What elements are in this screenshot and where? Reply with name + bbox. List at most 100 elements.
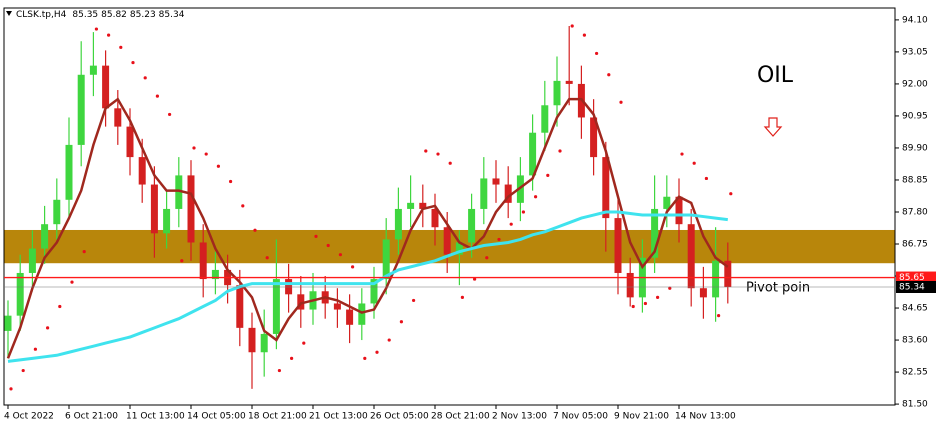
sar-dot <box>143 76 147 80</box>
candle-body <box>382 239 390 280</box>
y-tick-label: 87.80 <box>902 207 928 217</box>
candle-body <box>394 208 402 240</box>
x-tick-label: 7 Nov 05:00 <box>553 412 608 422</box>
candle-body <box>687 224 695 289</box>
header-value: 85.34 <box>159 10 185 20</box>
plot-frame <box>3 7 896 406</box>
sar-dot <box>314 234 318 238</box>
sar-dot <box>717 314 721 318</box>
candle-body <box>77 74 85 145</box>
y-tick-label: 83.60 <box>902 336 928 346</box>
sar-dot <box>58 304 62 309</box>
candle-body <box>407 202 415 209</box>
candle-body <box>89 65 97 75</box>
y-tick-label: 84.65 <box>902 304 928 314</box>
x-tick-label: 6 Oct 21:00 <box>65 412 118 422</box>
candle-body <box>565 80 573 84</box>
candle-body <box>4 315 12 331</box>
header-value: 85.23 <box>130 10 156 20</box>
pivot-line-box <box>896 271 936 284</box>
candle-body <box>28 248 36 273</box>
candle-body <box>163 208 171 234</box>
candle-body <box>53 199 61 225</box>
sar-dot <box>351 265 355 269</box>
last-price-line-box <box>896 280 936 293</box>
candle-body <box>126 126 134 158</box>
candle-body <box>419 202 427 209</box>
x-tick-label: 4 Oct 2022 <box>4 412 54 422</box>
sar-dot <box>509 222 513 226</box>
sar-dot <box>155 94 159 98</box>
candle-body <box>614 218 622 273</box>
sar-dot <box>338 253 342 257</box>
candle-body <box>443 227 451 255</box>
moving-average <box>7 210 728 363</box>
x-tick-label: 2 Nov 13:00 <box>492 412 547 422</box>
sar-dot <box>521 210 526 214</box>
sar-dot <box>546 173 550 177</box>
sar-dot <box>643 301 648 306</box>
header-value: 85.35 <box>72 10 98 20</box>
candle-body <box>529 132 537 176</box>
sar-dot <box>704 176 709 181</box>
candle-body <box>358 303 366 325</box>
y-tick-label: 90.95 <box>902 111 928 121</box>
sar-dot <box>131 60 135 65</box>
sar-dot <box>326 243 330 248</box>
header-value: 85.82 <box>101 10 127 20</box>
sar-dot <box>204 152 208 156</box>
candle-body <box>590 117 598 158</box>
candle-body <box>175 175 183 209</box>
candle-body <box>504 184 512 203</box>
sar-dot <box>229 179 233 184</box>
sar-dot <box>436 152 440 156</box>
sar-dot <box>180 259 184 263</box>
candle-body <box>333 303 341 310</box>
sar-dot <box>558 149 562 153</box>
y-tick-label: 88.85 <box>902 175 928 185</box>
sar-dot <box>265 256 269 260</box>
sar-dot <box>668 286 672 290</box>
candle-body <box>297 294 305 310</box>
x-tick-label: 11 Oct 13:00 <box>126 412 185 422</box>
annotation: Pivot poin <box>746 281 810 296</box>
pivot-line-label: 85.65 <box>899 273 925 283</box>
candle-body <box>102 65 110 109</box>
candle-body <box>65 144 73 200</box>
plot-area <box>4 24 895 391</box>
candle-body <box>114 108 122 127</box>
candle-body <box>553 80 561 106</box>
sar-dot <box>595 51 599 56</box>
sar-dot <box>656 295 660 299</box>
candle-body <box>468 208 476 243</box>
candle-body <box>651 208 659 258</box>
candle-body <box>236 285 244 328</box>
last-price-line-label: 85.34 <box>899 282 925 292</box>
sar-dot <box>302 341 306 345</box>
sar-dot <box>448 161 452 165</box>
sar-dot <box>399 320 403 324</box>
sar-dot <box>680 152 684 156</box>
sar-dot <box>534 195 538 199</box>
moving-average <box>6 97 729 359</box>
menu-arrow[interactable] <box>6 11 12 16</box>
sar-dot <box>168 112 172 117</box>
x-tick-label: 14 Nov 13:00 <box>675 412 736 422</box>
sar-dot <box>9 387 13 391</box>
y-tick-label: 92.00 <box>902 79 928 89</box>
candle-body <box>455 242 463 255</box>
sar-dot <box>375 350 379 354</box>
candle-body <box>724 260 732 287</box>
y-tick-label: 94.10 <box>902 15 928 25</box>
y-tick-label: 93.05 <box>902 47 928 57</box>
chart-title: OIL <box>757 63 794 88</box>
candle-body <box>626 272 634 298</box>
down-arrow-icon <box>763 117 783 137</box>
sar-dot <box>241 204 245 208</box>
candle-body <box>712 260 720 298</box>
sar-dot <box>692 161 696 165</box>
sar-dot <box>70 280 74 284</box>
sar-dot <box>387 338 391 342</box>
candle-body <box>370 279 378 304</box>
sar-dot <box>497 237 501 242</box>
